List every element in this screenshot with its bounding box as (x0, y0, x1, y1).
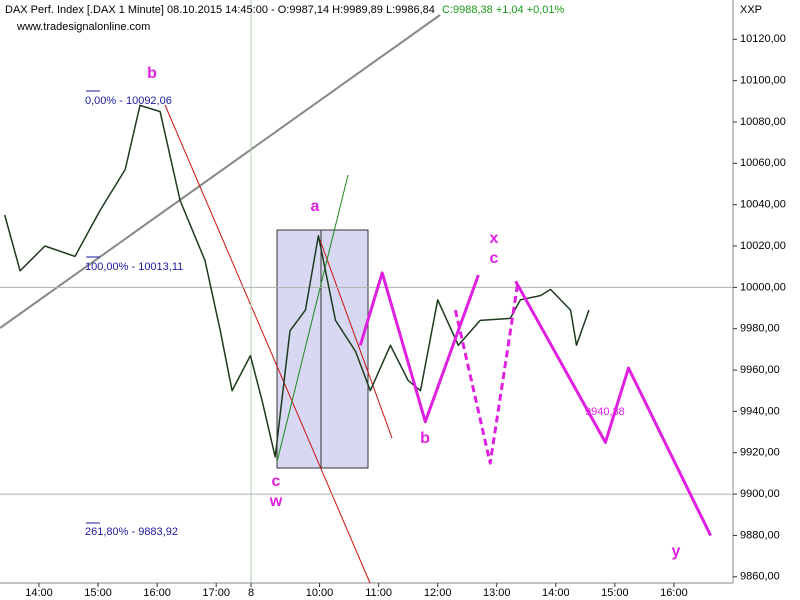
box (276, 229, 369, 469)
y-tick-label: 10000,00 (740, 281, 786, 293)
plot (0, 104, 733, 537)
x-tick-label: 12:00 (424, 587, 452, 599)
series-line (358, 271, 712, 537)
wave-label: y (672, 543, 681, 560)
header-close: C:9988,38 +1,04 +0,01% (442, 4, 565, 16)
channel-line (164, 104, 371, 584)
x-tick-label: 16:00 (143, 587, 171, 599)
x-tick-label: 8 (248, 587, 254, 599)
x-tick-label: 14:00 (542, 587, 570, 599)
y-tick-label: 10060,00 (740, 157, 786, 169)
x-tick-label: 15:00 (601, 587, 629, 599)
wave-label: a (311, 198, 320, 215)
drawing-tools (0, 0, 441, 584)
wave-label: c (490, 250, 499, 267)
y-tick-label: 9860,00 (740, 571, 780, 583)
x-tick-label: 13:00 (483, 587, 511, 599)
x-tick-label: 17:00 (202, 587, 230, 599)
x-tick-label: 14:00 (25, 587, 53, 599)
price-note: 9940,38 (585, 406, 625, 418)
series-line (453, 285, 519, 465)
y-tick-label: 9940,00 (740, 405, 780, 417)
wave-label: b (420, 430, 430, 447)
y-tick-label: 9980,00 (740, 323, 780, 335)
y-tick-label: 10080,00 (740, 116, 786, 128)
y-tick-label: 9960,00 (740, 364, 780, 376)
channel-line (319, 239, 393, 439)
y-tick-label: 10120,00 (740, 33, 786, 45)
fib-label: 261,80% - 9883,92 (85, 526, 178, 538)
corner-label: XXP (740, 4, 762, 16)
x-tick-label: 11:00 (365, 587, 392, 599)
wave-label: b (147, 65, 157, 82)
y-tick-label: 9880,00 (740, 529, 780, 541)
wave-label: w (269, 493, 283, 510)
y-tick-label: 10040,00 (740, 199, 786, 211)
trend-line (0, 14, 441, 329)
header-source: www.tradesignalonline.com (16, 21, 150, 33)
wave-label: c (272, 473, 281, 490)
header-title: DAX Perf. Index [.DAX 1 Minute] 08.10.20… (5, 4, 435, 16)
x-tick-label: 15:00 (84, 587, 112, 599)
fib-label: 0,00% - 10092,06 (85, 95, 172, 107)
wave-label: x (490, 230, 499, 247)
y-tick-label: 9920,00 (740, 447, 780, 459)
series-line (3, 104, 590, 458)
fib-label: 100,00% - 10013,11 (85, 261, 183, 273)
x-tick-label: 16:00 (660, 587, 688, 599)
x-tick-label: 10:00 (306, 587, 334, 599)
y-tick-label: 10100,00 (740, 75, 786, 87)
trend-line (276, 174, 349, 463)
y-tick-label: 9900,00 (740, 488, 780, 500)
y-tick-label: 10020,00 (740, 240, 786, 252)
